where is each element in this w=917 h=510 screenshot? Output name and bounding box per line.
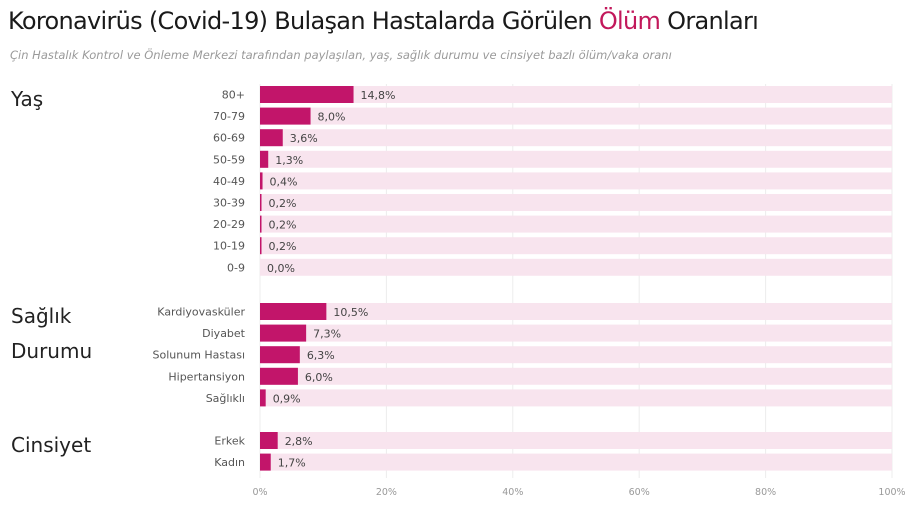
bar [260, 194, 262, 211]
title-prefix: Koronavirüs (Covid-19) Bulaşan Hastalard… [8, 7, 599, 35]
bar-track [260, 303, 892, 320]
chart-title: Koronavirüs (Covid-19) Bulaşan Hastalard… [8, 7, 759, 35]
value-label: 0,2% [269, 240, 297, 253]
bar-group-0: Yaş 80+ 14,8% 70-79 8,0% 60-69 3,6% 50-59 1,3% 40… [10, 86, 892, 276]
value-label: 1,3% [275, 154, 303, 167]
x-tick-label: 100% [878, 487, 905, 498]
category-label: Kadın [214, 456, 245, 469]
bar [260, 303, 327, 320]
x-tick-label: 20% [376, 487, 397, 498]
bar-track [260, 215, 892, 233]
bar-track [260, 129, 892, 147]
category-label: 20-29 [213, 218, 245, 231]
bar-track [260, 172, 892, 190]
group-title-1-1: Durumu [11, 339, 92, 363]
bar [260, 215, 262, 233]
bar-group-2: Cinsiyet Erkek 2,8% Kadın 1,7% [11, 432, 892, 471]
x-tick-label: 80% [755, 487, 776, 498]
category-label: 80+ [222, 89, 245, 102]
bar-track [260, 432, 892, 449]
value-label: 0,4% [270, 175, 298, 188]
category-label: 70-79 [213, 110, 245, 123]
value-label: 10,5% [333, 306, 368, 319]
category-label: Hipertansiyon [168, 370, 245, 383]
value-label: 0,9% [273, 392, 301, 405]
value-label: 0,0% [267, 262, 295, 275]
x-tick-label: 60% [629, 487, 650, 498]
value-label: 0,2% [269, 219, 297, 232]
category-label: 10-19 [213, 240, 245, 253]
gridlines [259, 84, 893, 478]
bar-track [260, 194, 892, 211]
category-label: 0-9 [227, 261, 245, 274]
category-label: 30-39 [213, 197, 245, 210]
bar [260, 86, 354, 103]
value-label: 0,2% [269, 197, 297, 210]
bar [260, 367, 298, 385]
bar-track [260, 389, 892, 407]
bar-track [260, 237, 892, 255]
bar [260, 237, 262, 255]
bar [260, 432, 278, 449]
bar-track [260, 258, 892, 276]
bar [260, 324, 307, 342]
bar [260, 346, 300, 364]
bar-track [260, 324, 892, 342]
category-label: Kardiyovasküler [157, 306, 245, 319]
bar-track [260, 346, 892, 364]
category-label: Diyabet [202, 327, 246, 340]
bar [260, 389, 266, 407]
x-tick-label: 0% [252, 487, 267, 498]
value-label: 8,0% [318, 111, 346, 124]
group-title-1-0: Sağlık [11, 304, 72, 328]
value-label: 7,3% [313, 328, 341, 341]
value-label: 3,6% [290, 132, 318, 145]
value-label: 2,8% [285, 435, 313, 448]
bar-track [260, 86, 892, 103]
bar [260, 150, 269, 168]
x-tick-label: 40% [502, 487, 523, 498]
category-label: 60-69 [213, 132, 245, 145]
bar [260, 129, 283, 147]
title-highlight: Ölüm [598, 7, 661, 35]
title-suffix: Oranları [660, 7, 759, 35]
bar [260, 107, 311, 125]
bar [260, 453, 271, 471]
bar-track [260, 150, 892, 168]
bar-track [260, 107, 892, 125]
group-title-2-0: Cinsiyet [11, 433, 91, 457]
x-axis: 0% 20% 40% 60% 80% 100% [252, 487, 905, 498]
group-title-0-0: Yaş [10, 87, 43, 111]
category-label: Solunum Hastası [153, 349, 245, 362]
chart-subtitle: Çin Hastalık Kontrol ve Önleme Merkezi t… [10, 48, 672, 62]
value-label: 6,0% [305, 371, 333, 384]
category-label: Sağlıklı [206, 392, 245, 405]
category-label: Erkek [214, 435, 245, 448]
bar-track [260, 453, 892, 471]
bar [260, 172, 263, 190]
value-label: 1,7% [278, 457, 306, 470]
bar-group-1: Sağlık Durumu Kardiyovasküler 10,5% Diyabet 7… [11, 303, 892, 407]
value-label: 14,8% [361, 89, 396, 102]
category-label: 50-59 [213, 153, 245, 166]
bar-track [260, 367, 892, 385]
category-label: 40-49 [213, 175, 245, 188]
value-label: 6,3% [307, 349, 335, 362]
